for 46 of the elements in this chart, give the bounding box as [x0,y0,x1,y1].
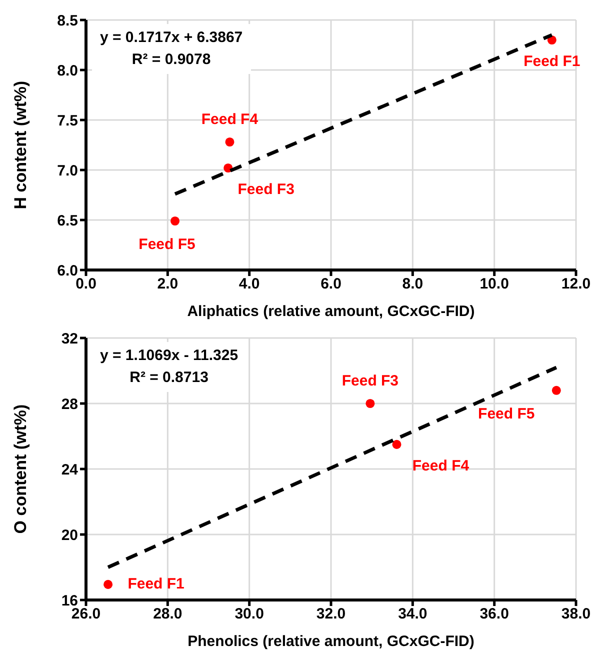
y-tick-label: 32 [61,330,78,348]
x-tick-label: 36.0 [480,606,509,623]
y-tick-label: 7.5 [57,112,78,130]
point [552,386,561,395]
annotation: Feed F3 [342,372,399,390]
point [170,216,180,226]
point [225,137,234,147]
point [224,163,233,173]
x-tick-label: 34.0 [398,606,428,623]
x-tick-label: 4.0 [238,276,260,293]
annotation: R² = 0.8713 [128,368,210,388]
x-tick-label: 8.0 [402,276,424,293]
y-tick-label: 6.0 [57,262,78,280]
point [392,440,402,449]
x-axis-title: Phenolics (relative amount, GCxGC-FID) [188,633,474,650]
x-tick-label: 6.0 [320,276,342,293]
y-tick-label: 8.0 [57,62,78,80]
x-axis-title: Aliphatics (relative amount, GCxGC-FID) [187,303,475,320]
annotation: Feed F5 [478,405,535,422]
y-tick-label: 28 [61,396,78,413]
x-tick-label: 2.0 [157,276,178,293]
annotation: Feed F1 [524,52,580,70]
y-axis-title: O content (wt%) [11,404,30,534]
annotation: Feed F3 [238,180,294,198]
x-tick-label: 10.0 [480,276,509,293]
x-tick-label: 32.0 [316,606,346,623]
y-axis-title: H content (wt%) [11,80,30,210]
annotation: Feed F1 [128,575,184,592]
annotation: R² = 0.9078 [130,50,212,70]
point [366,398,375,408]
x-tick-label: 30.0 [234,606,264,623]
x-tick-label: 28.0 [153,606,182,623]
annotation: y = 1.1069x - 11.325 [100,346,238,366]
y-tick-label: 8.5 [57,12,78,30]
x-tick-label: 12.0 [561,276,591,293]
x-tick-label: 38.0 [561,606,591,623]
annotation: Feed F4 [201,110,259,128]
annotation: Feed F4 [412,457,470,474]
annotation: Feed F5 [138,236,196,253]
point [104,580,113,589]
y-tick-label: 7.0 [57,162,78,180]
y-tick-label: 20 [61,526,78,544]
y-tick-label: 6.5 [57,212,78,230]
y-tick-label: 24 [61,461,79,478]
x-tick-label: 0.0 [76,276,96,293]
annotation: y = 0.1717x + 6.3867 [100,28,243,48]
